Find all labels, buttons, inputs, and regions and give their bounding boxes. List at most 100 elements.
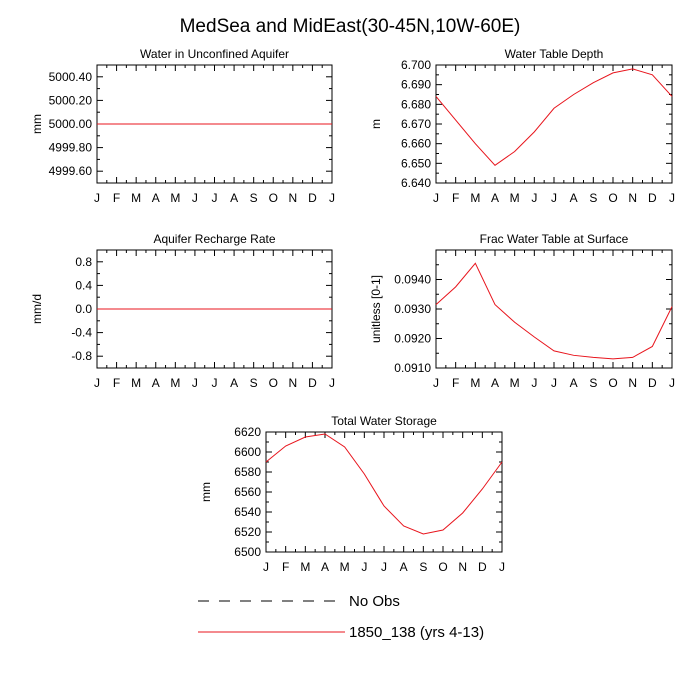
y-tick-label: -0.4 bbox=[71, 326, 92, 340]
x-tick-label: M bbox=[170, 376, 180, 390]
y-tick-label: 6.680 bbox=[401, 97, 431, 111]
x-tick-label: F bbox=[113, 376, 120, 390]
x-tick-label: F bbox=[113, 191, 120, 205]
panel-title: Water in Unconfined Aquifer bbox=[140, 47, 289, 61]
x-tick-label: J bbox=[551, 191, 557, 205]
legend: No Obs 1850_138 (yrs 4-13) bbox=[198, 593, 484, 641]
x-tick-label: S bbox=[250, 191, 258, 205]
x-tick-label: A bbox=[400, 560, 408, 574]
x-tick-label: J bbox=[94, 191, 100, 205]
x-tick-label: J bbox=[192, 376, 198, 390]
x-tick-label: M bbox=[340, 560, 350, 574]
x-tick-label: O bbox=[269, 191, 278, 205]
x-tick-label: D bbox=[478, 560, 487, 574]
y-tick-label: 6.670 bbox=[401, 117, 431, 131]
y-tick-label: 6580 bbox=[234, 465, 261, 479]
main-title: MedSea and MidEast(30-45N,10W-60E) bbox=[180, 16, 521, 37]
y-tick-label: -0.8 bbox=[71, 349, 92, 363]
series-line-model bbox=[435, 262, 673, 360]
y-axis-label: unitless [0-1] bbox=[369, 275, 383, 343]
y-tick-label: 5000.20 bbox=[49, 93, 93, 107]
y-axis-label: m bbox=[369, 119, 383, 129]
x-tick-label: N bbox=[628, 191, 637, 205]
plot-frame bbox=[265, 431, 503, 553]
y-tick-label: 6.650 bbox=[401, 156, 431, 170]
x-tick-label: D bbox=[648, 191, 657, 205]
x-tick-label: O bbox=[608, 376, 617, 390]
x-tick-label: M bbox=[131, 191, 141, 205]
y-tick-label: 5000.40 bbox=[49, 70, 93, 84]
plot-frame bbox=[435, 64, 673, 184]
y-tick-label: 0.8 bbox=[75, 255, 92, 269]
x-tick-label: M bbox=[510, 191, 520, 205]
x-tick-label: O bbox=[269, 376, 278, 390]
panel-title: Frac Water Table at Surface bbox=[480, 232, 629, 246]
y-tick-label: 6600 bbox=[234, 445, 261, 459]
y-tick-label: 6.660 bbox=[401, 137, 431, 151]
y-axis-label: mm/d bbox=[30, 294, 44, 324]
x-tick-label: N bbox=[288, 191, 297, 205]
y-tick-label: 0.0930 bbox=[394, 302, 431, 316]
x-tick-label: A bbox=[230, 191, 238, 205]
y-tick-label: 6540 bbox=[234, 505, 261, 519]
x-tick-label: J bbox=[433, 376, 439, 390]
y-tick-label: 6560 bbox=[234, 485, 261, 499]
y-tick-label: 0.0940 bbox=[394, 273, 431, 287]
x-tick-label: A bbox=[152, 376, 160, 390]
y-tick-label: 0.0 bbox=[75, 302, 92, 316]
legend-no-obs-label: No Obs bbox=[349, 593, 400, 610]
x-tick-label: A bbox=[152, 191, 160, 205]
x-tick-label: M bbox=[170, 191, 180, 205]
x-tick-label: J bbox=[433, 191, 439, 205]
x-tick-label: D bbox=[308, 376, 317, 390]
y-tick-label: 0.0920 bbox=[394, 332, 431, 346]
x-tick-label: D bbox=[648, 376, 657, 390]
y-tick-label: 4999.60 bbox=[49, 164, 93, 178]
y-tick-label: 6620 bbox=[234, 425, 261, 439]
x-tick-label: O bbox=[438, 560, 447, 574]
x-tick-label: S bbox=[419, 560, 427, 574]
x-tick-label: J bbox=[361, 560, 367, 574]
x-tick-label: M bbox=[131, 376, 141, 390]
y-tick-label: 0.4 bbox=[75, 278, 92, 292]
y-tick-label: 6.700 bbox=[401, 58, 431, 72]
x-tick-label: J bbox=[329, 191, 335, 205]
x-tick-label: M bbox=[510, 376, 520, 390]
x-tick-label: S bbox=[250, 376, 258, 390]
series-line-model bbox=[265, 433, 503, 535]
y-axis-label: mm bbox=[30, 114, 44, 134]
panel-title: Aquifer Recharge Rate bbox=[153, 232, 275, 246]
x-tick-label: J bbox=[212, 191, 218, 205]
y-tick-label: 6520 bbox=[234, 525, 261, 539]
x-tick-label: M bbox=[470, 191, 480, 205]
x-tick-label: N bbox=[628, 376, 637, 390]
y-axis-label: mm bbox=[199, 482, 213, 502]
x-tick-label: D bbox=[308, 191, 317, 205]
x-tick-label: J bbox=[212, 376, 218, 390]
x-tick-label: A bbox=[491, 376, 499, 390]
y-tick-label: 5000.00 bbox=[49, 117, 93, 131]
x-tick-label: S bbox=[589, 376, 597, 390]
x-tick-label: M bbox=[470, 376, 480, 390]
x-tick-label: M bbox=[300, 560, 310, 574]
x-tick-label: A bbox=[570, 376, 578, 390]
x-tick-label: S bbox=[589, 191, 597, 205]
y-tick-label: 6.640 bbox=[401, 176, 431, 190]
y-tick-label: 0.0910 bbox=[394, 361, 431, 375]
x-tick-label: J bbox=[329, 376, 335, 390]
x-tick-label: N bbox=[288, 376, 297, 390]
x-tick-label: J bbox=[192, 191, 198, 205]
y-tick-label: 6.690 bbox=[401, 78, 431, 92]
x-tick-label: F bbox=[452, 376, 459, 390]
x-tick-label: N bbox=[458, 560, 467, 574]
series-line-model bbox=[435, 68, 673, 166]
panel-frac-water-table-at-surface: Frac Water Table at Surface unitless [0-1… bbox=[369, 232, 675, 390]
x-tick-label: J bbox=[499, 560, 505, 574]
x-tick-label: J bbox=[263, 560, 269, 574]
x-tick-label: J bbox=[531, 191, 537, 205]
